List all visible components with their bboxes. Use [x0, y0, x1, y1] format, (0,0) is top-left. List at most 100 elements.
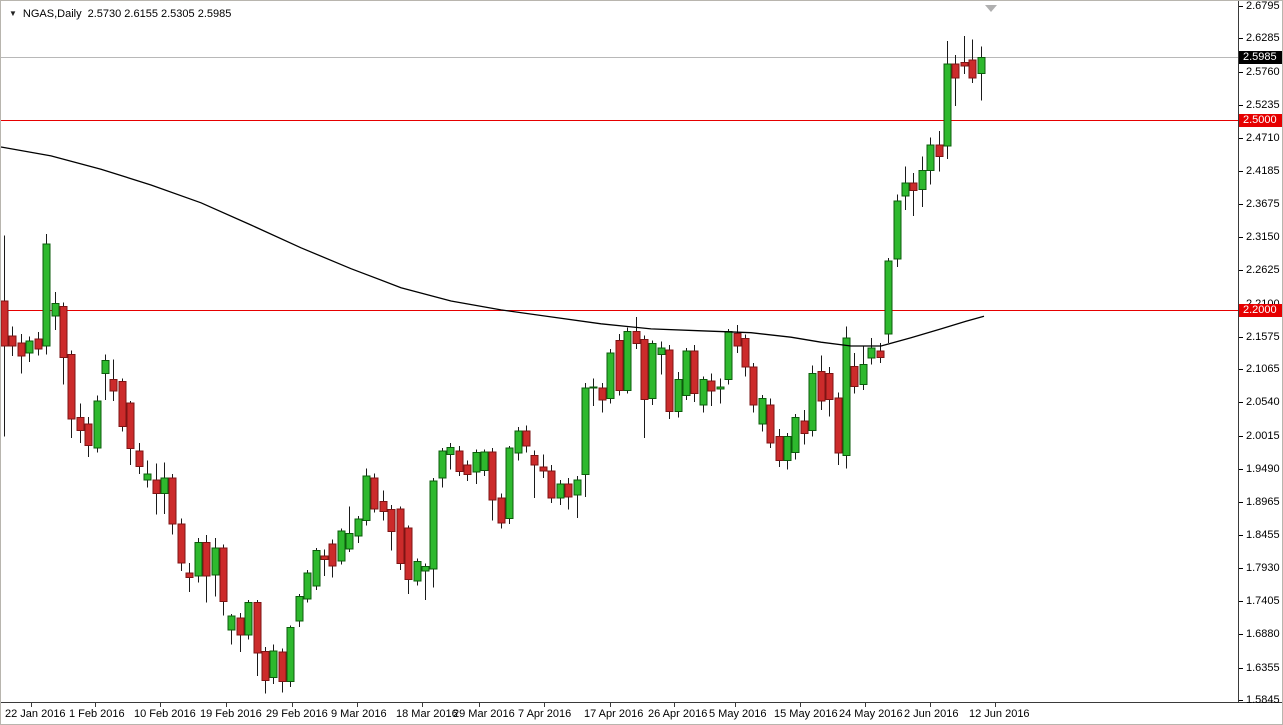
- candle-bearish: [825, 372, 834, 400]
- time-tick-mark: [930, 703, 931, 707]
- candle-bullish: [51, 303, 60, 317]
- level-price-tag: 2.5000: [1239, 113, 1282, 127]
- candle-bullish: [269, 650, 278, 679]
- price-tick-mark: [1239, 567, 1243, 569]
- time-axis[interactable]: 22 Jan 2016 1 Feb 2016 10 Feb 2016 19 Feb 2…: [1, 703, 1282, 724]
- candle-bullish: [429, 480, 438, 570]
- candle-bearish: [76, 417, 85, 431]
- candle-bullish: [295, 595, 304, 622]
- candle-bullish: [842, 337, 851, 457]
- date-axis-label: 10 Feb 2016: [134, 708, 196, 720]
- candle-bearish: [539, 466, 548, 472]
- time-tick-mark: [865, 703, 866, 707]
- candle-bearish: [547, 470, 556, 499]
- candle-bullish: [421, 566, 430, 572]
- candle-bullish: [362, 475, 371, 521]
- candle-bullish: [312, 550, 321, 587]
- candle-bullish: [867, 347, 876, 359]
- candle-bearish: [707, 380, 716, 392]
- date-axis-label: 2 Jun 2016: [904, 708, 959, 720]
- date-axis-label: 29 Feb 2016: [266, 708, 328, 720]
- candle-bearish: [564, 483, 573, 498]
- candle-bullish: [93, 400, 102, 449]
- price-axis[interactable]: 2.6795 2.6285 2.5760 2.5235 2.4710 2.4185 2.36…: [1239, 1, 1282, 706]
- candle-bearish: [34, 338, 43, 350]
- time-tick-mark: [735, 703, 736, 707]
- price-tick-mark: [1239, 71, 1243, 73]
- candle-bearish: [8, 335, 17, 347]
- candle-bearish: [690, 350, 699, 395]
- price-tick-mark: [1239, 38, 1243, 40]
- candle-bearish: [951, 63, 960, 79]
- date-axis-label: 22 Jan 2016: [5, 708, 66, 720]
- candle-bullish: [143, 473, 152, 481]
- candle-bearish: [960, 62, 969, 67]
- date-axis-label: 9 Mar 2016: [331, 708, 387, 720]
- candle-bearish: [152, 479, 161, 495]
- candle-bullish: [623, 330, 632, 391]
- candle-bullish: [682, 350, 691, 396]
- candle-bearish: [615, 339, 624, 391]
- candle-bearish: [749, 366, 758, 406]
- candle-bearish: [733, 332, 742, 347]
- date-axis-label: 15 May 2016: [774, 708, 838, 720]
- candle-bearish: [530, 455, 539, 466]
- candle-bearish: [1, 300, 9, 347]
- candle-bearish: [109, 379, 118, 392]
- price-tick-mark: [1239, 6, 1243, 7]
- current-price-tag: 2.5985: [1239, 51, 1282, 65]
- time-axis-separator: [1, 702, 1282, 703]
- scroll-to-end-icon[interactable]: [985, 5, 997, 12]
- candle-bearish: [455, 450, 464, 473]
- price-tick-mark: [1239, 667, 1243, 669]
- candle-bearish: [59, 306, 68, 358]
- candle-bullish: [480, 451, 489, 471]
- candle-bullish: [227, 615, 236, 631]
- candle-bearish: [278, 651, 287, 682]
- candle-bullish: [345, 533, 354, 550]
- time-tick-mark: [160, 703, 161, 707]
- candle-bearish: [219, 547, 228, 602]
- candle-bearish: [488, 451, 497, 501]
- moving-average-line[interactable]: [1, 146, 985, 347]
- candle-bearish: [404, 527, 413, 580]
- candle-bearish: [935, 144, 944, 158]
- candle-bullish: [783, 436, 792, 462]
- candle-bearish: [261, 651, 270, 682]
- candle-bullish: [337, 530, 346, 562]
- price-tick-mark: [1239, 336, 1243, 338]
- price-tick-mark: [1239, 402, 1243, 404]
- candle-bullish: [160, 477, 169, 495]
- candle-bearish: [909, 182, 918, 192]
- candle-bullish: [674, 379, 683, 412]
- candle-bearish: [463, 464, 472, 476]
- candle-bullish: [514, 430, 523, 454]
- time-tick-mark: [544, 703, 545, 707]
- price-tick-mark: [1239, 634, 1243, 636]
- candle-bearish: [522, 430, 531, 447]
- candle-bullish: [438, 450, 447, 479]
- candle-bearish: [632, 330, 641, 344]
- candle-bullish: [211, 547, 220, 576]
- symbol-dropdown-icon[interactable]: ▼: [9, 9, 17, 18]
- symbol-timeframe-label: NGAS,Daily: [22, 8, 82, 20]
- candle-bearish: [834, 397, 843, 454]
- candle-bearish: [817, 370, 826, 402]
- price-tick-mark: [1239, 502, 1243, 504]
- time-tick-mark: [800, 703, 801, 707]
- candle-bearish: [370, 477, 379, 510]
- candle-bearish: [396, 508, 405, 564]
- price-tick-mark: [1239, 104, 1243, 106]
- candle-bearish: [168, 477, 177, 525]
- time-tick-mark: [292, 703, 293, 707]
- candle-bullish: [25, 340, 34, 354]
- chart-plot-area[interactable]: ▼ NGAS,Daily 2.5730 2.6155 2.5305 2.5985: [1, 1, 1238, 702]
- candle-bearish: [185, 572, 194, 578]
- candle-bullish: [926, 144, 935, 171]
- date-axis-label: 19 Feb 2016: [200, 708, 262, 720]
- candle-bearish: [387, 509, 396, 533]
- date-axis-label: 18 Mar 2016: [396, 708, 458, 720]
- time-tick-mark: [674, 703, 675, 707]
- price-tick-mark: [1239, 468, 1243, 470]
